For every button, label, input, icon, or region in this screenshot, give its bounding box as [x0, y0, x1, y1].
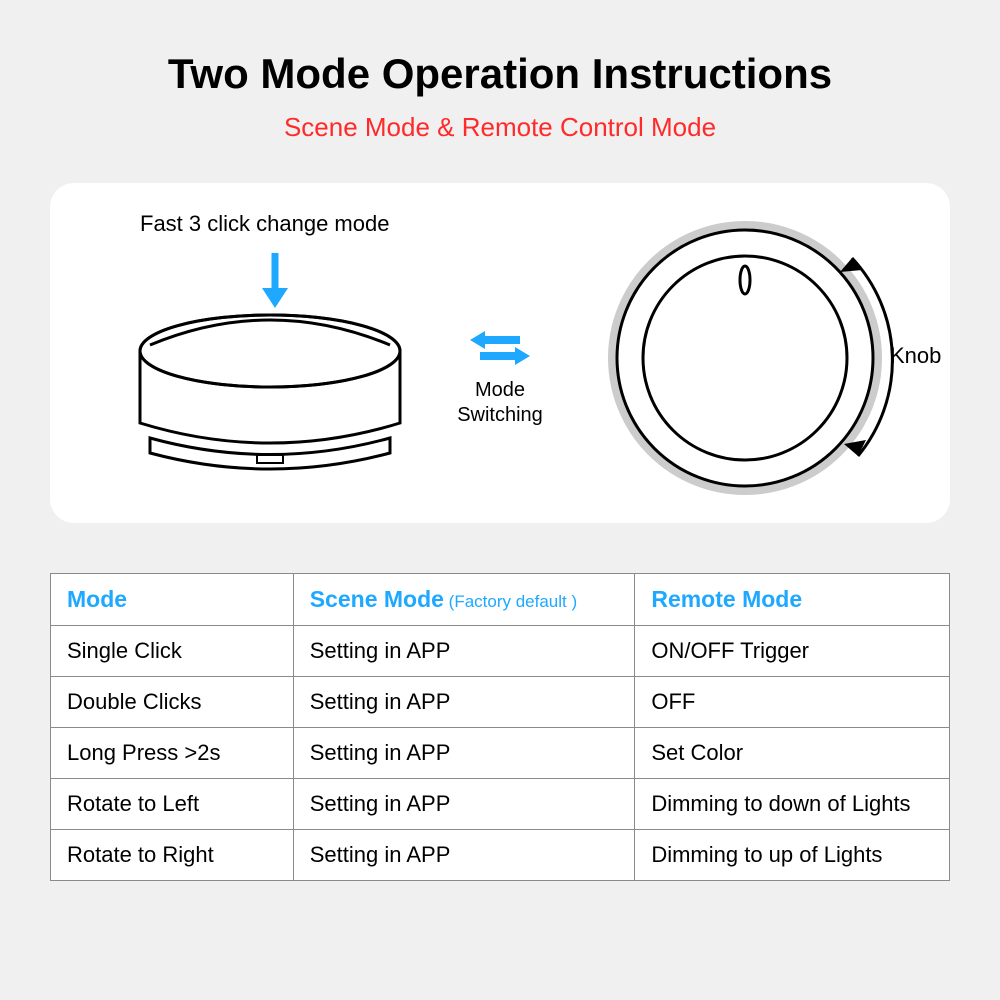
- cell-scene: Setting in APP: [293, 830, 635, 881]
- device-side-icon: [125, 303, 415, 483]
- cell-mode: Single Click: [51, 626, 294, 677]
- table-row: Rotate to RightSetting in APPDimming to …: [51, 830, 950, 881]
- cell-mode: Double Clicks: [51, 677, 294, 728]
- cell-scene: Setting in APP: [293, 728, 635, 779]
- th-mode: Mode: [51, 574, 294, 626]
- th-scene-note: (Factory default ): [444, 592, 577, 611]
- mode-switch-label: Mode Switching: [450, 378, 550, 428]
- th-mode-text: Mode: [67, 586, 127, 612]
- cell-remote: Set Color: [635, 728, 950, 779]
- cell-scene: Setting in APP: [293, 626, 635, 677]
- page-title: Two Mode Operation Instructions: [50, 50, 950, 98]
- cell-remote: Dimming to down of Lights: [635, 779, 950, 830]
- table-row: Long Press >2sSetting in APPSet Color: [51, 728, 950, 779]
- mode-switch-arrows-icon: [470, 328, 530, 368]
- th-scene: Scene Mode (Factory default ): [293, 574, 635, 626]
- knob-label: Knob: [890, 343, 941, 369]
- cell-mode: Rotate to Left: [51, 779, 294, 830]
- cell-scene: Setting in APP: [293, 677, 635, 728]
- cell-remote: ON/OFF Trigger: [635, 626, 950, 677]
- page-subtitle: Scene Mode & Remote Control Mode: [50, 112, 950, 143]
- cell-remote: OFF: [635, 677, 950, 728]
- fast-click-label: Fast 3 click change mode: [140, 211, 389, 237]
- th-remote-text: Remote Mode: [651, 586, 802, 612]
- table-header-row: Mode Scene Mode (Factory default ) Remot…: [51, 574, 950, 626]
- cell-mode: Long Press >2s: [51, 728, 294, 779]
- table-row: Rotate to LeftSetting in APPDimming to d…: [51, 779, 950, 830]
- cell-remote: Dimming to up of Lights: [635, 830, 950, 881]
- mode-table: Mode Scene Mode (Factory default ) Remot…: [50, 573, 950, 881]
- th-scene-text: Scene Mode: [310, 586, 444, 612]
- th-remote: Remote Mode: [635, 574, 950, 626]
- knob-top-icon: [600, 208, 900, 508]
- diagram-panel: Fast 3 click change mode Mode Switching: [50, 183, 950, 523]
- down-arrow-icon: [260, 253, 290, 308]
- cell-scene: Setting in APP: [293, 779, 635, 830]
- table-row: Double ClicksSetting in APPOFF: [51, 677, 950, 728]
- table-row: Single ClickSetting in APPON/OFF Trigger: [51, 626, 950, 677]
- cell-mode: Rotate to Right: [51, 830, 294, 881]
